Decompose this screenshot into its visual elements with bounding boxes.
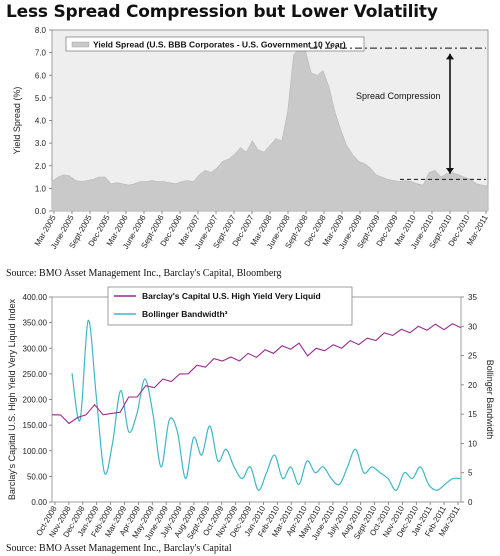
y-tick-label: 4.0 <box>35 117 47 126</box>
y2-tick-label: 20 <box>468 381 477 390</box>
source-note-bottom: Source: BMO Asset Management Inc., Barcl… <box>6 543 232 554</box>
y-tick-label: 200.00 <box>23 396 48 405</box>
y-tick-label: 1.0 <box>35 184 47 193</box>
y-tick-label: 100.00 <box>23 447 48 456</box>
y2-tick-label: 0 <box>468 498 473 507</box>
y-tick-label: 0.0 <box>35 207 47 216</box>
series-yield-spread <box>51 47 489 212</box>
page-title: Less Spread Compression but Lower Volati… <box>6 2 438 22</box>
y-tick-label: 0.00 <box>31 498 47 507</box>
compression-arrow-down-head <box>446 168 454 174</box>
y2-tick-label: 5 <box>468 469 473 478</box>
y-tick-label: 8.0 <box>35 26 47 35</box>
y-tick-label: 2.0 <box>35 162 47 171</box>
y-tick-label: 3.0 <box>35 139 47 148</box>
legend-label-bollinger: Bollinger Bandwidth³ <box>142 309 228 319</box>
y2-axis-label: Bollinger Bandwidth <box>485 360 495 440</box>
y2-tick-label: 35 <box>468 293 477 302</box>
legend-label-high-yield: Barclay's Capital U.S. High Yield Very L… <box>142 291 321 301</box>
y-tick-label: 150.00 <box>23 421 48 430</box>
yield-spread-chart: 0.0 1.0 2.0 3.0 4.0 5.0 6.0 7.0 8.0 Yield Spread … <box>12 26 490 251</box>
y-tick-label: 300.00 <box>23 344 48 353</box>
y2-tick-label: 25 <box>468 352 477 361</box>
y-tick-label: 250.00 <box>23 370 48 379</box>
y-tick-label: 7.0 <box>35 49 47 58</box>
compression-arrow-up-head <box>446 53 454 60</box>
y-tick-label: 400.00 <box>23 293 48 302</box>
series-high-yield-index <box>51 323 462 425</box>
y2-tick-label: 30 <box>468 322 477 331</box>
y-axis-label: Barclay's Capital U.S. High Yield Very L… <box>7 298 17 500</box>
y-axis-label: Yield Spread (%) <box>12 87 22 155</box>
source-note-top: Source: BMO Asset Management Inc., Barcl… <box>6 268 282 279</box>
series-bollinger-bandwidth <box>71 319 462 491</box>
y-tick-label: 50.00 <box>27 472 48 481</box>
legend-swatch-yield-spread <box>71 41 90 48</box>
legend-box <box>107 286 353 326</box>
y2-tick-label: 15 <box>468 410 477 419</box>
high-yield-bollinger-chart: 0.00 50.00 100.00 150.00 200.00 250.00 300.00 3… <box>7 286 495 541</box>
legend-label-yield-spread: Yield Spread (U.S. BBB Corporates - U.S.… <box>93 40 346 50</box>
y-tick-label: 350.00 <box>23 319 48 328</box>
y-tick-label: 6.0 <box>35 71 47 80</box>
legend-box <box>65 36 365 52</box>
annotation-spread-compression: Spread Compression <box>356 91 441 101</box>
y2-tick-label: 10 <box>468 439 477 448</box>
y-tick-label: 5.0 <box>35 94 47 103</box>
plot-area <box>51 296 462 503</box>
